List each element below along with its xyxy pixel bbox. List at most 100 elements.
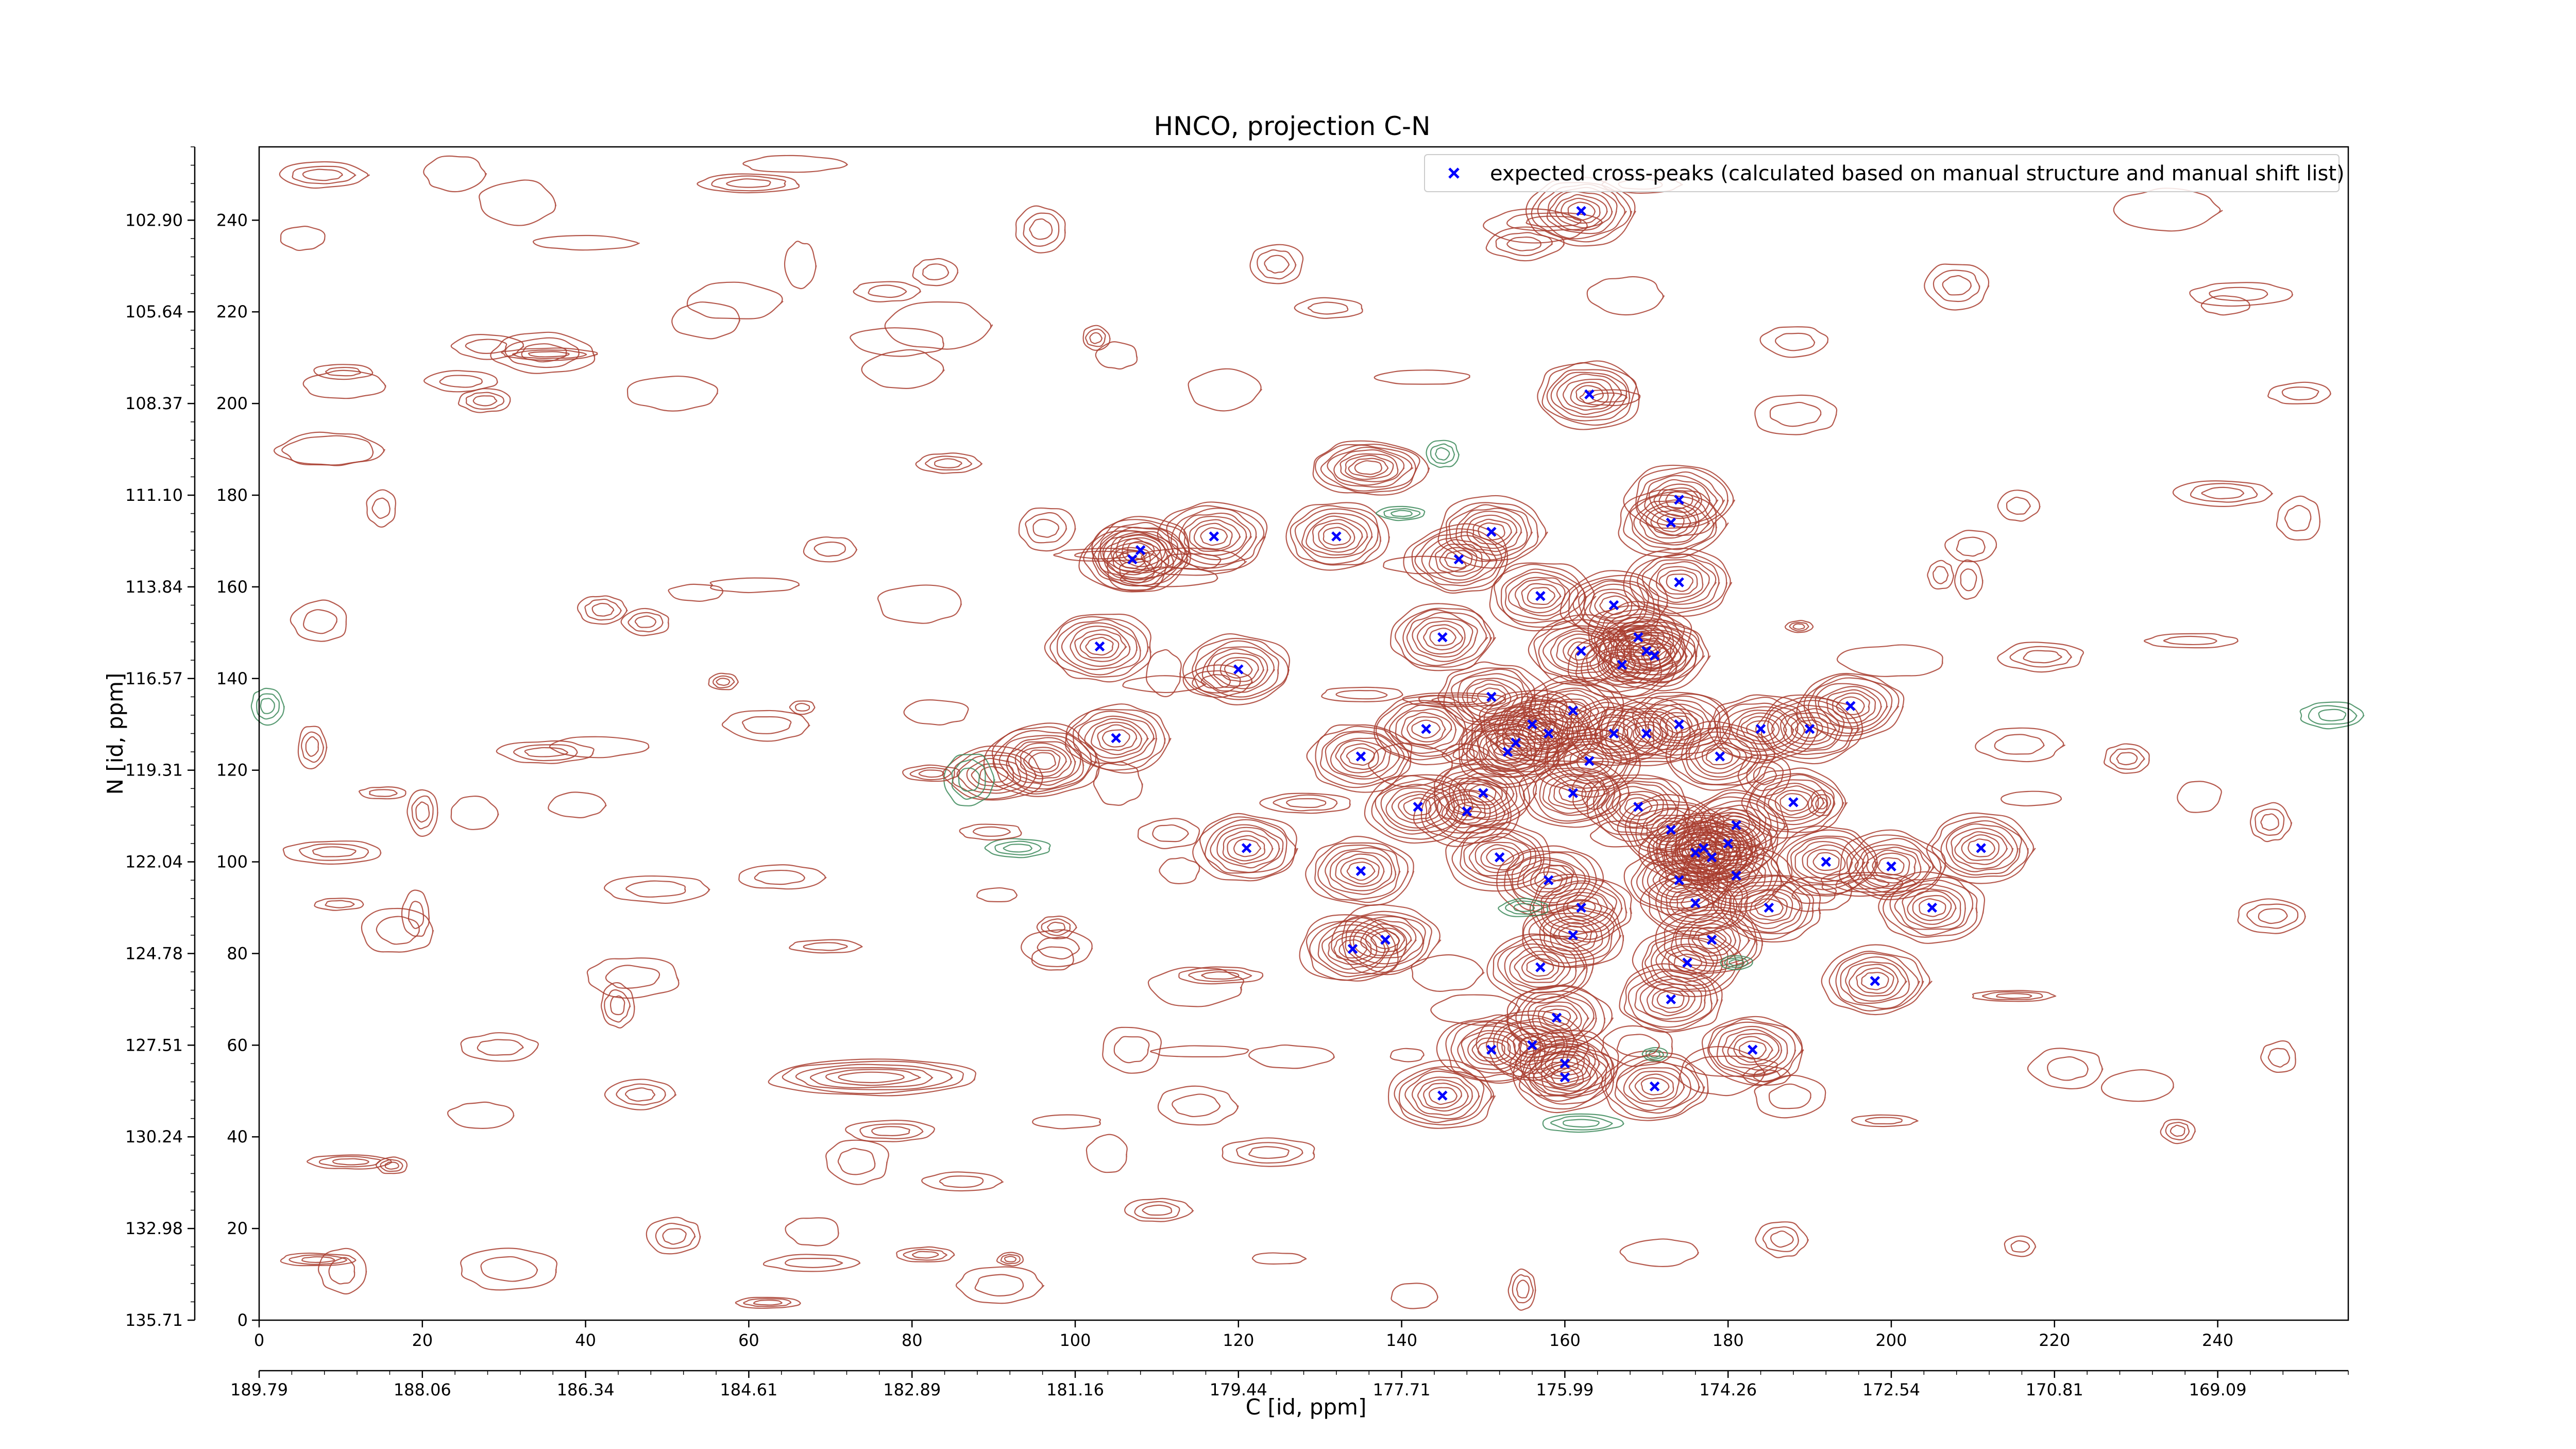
contour-line <box>976 887 1018 903</box>
noise-contour <box>902 764 960 782</box>
negative-contour <box>1542 1113 1624 1133</box>
contour-line <box>2160 1119 2196 1144</box>
contour-line <box>1666 882 1727 923</box>
contour-line <box>1631 848 1729 911</box>
contour-line <box>1290 505 1382 566</box>
contour-line <box>1327 446 1414 488</box>
noise-contour <box>1483 208 1589 244</box>
contour-line <box>1551 1067 1580 1087</box>
contour-line <box>1122 675 1207 694</box>
contour-line <box>1335 739 1386 773</box>
contour-line <box>1687 843 1783 908</box>
noise-contour <box>307 1154 393 1170</box>
contour-line <box>809 1067 934 1089</box>
noise-contour <box>548 791 607 818</box>
noise-contour <box>1093 761 1143 806</box>
contour-line <box>1802 844 1853 880</box>
contour-line <box>1840 956 1910 1004</box>
negative-contour <box>250 687 285 726</box>
noise-contour <box>671 301 741 340</box>
contour-line <box>1589 820 1652 848</box>
contour-line <box>256 693 280 720</box>
contour-line <box>1294 297 1363 319</box>
contour-line <box>1656 513 1685 532</box>
contour-line <box>1383 508 1421 519</box>
x-tick-label: 180 <box>1713 1330 1744 1350</box>
y-axis-label: N [id, ppm] <box>103 673 128 795</box>
contour-line <box>794 702 810 712</box>
contour-line <box>1431 696 1478 703</box>
noise-contour <box>586 957 680 999</box>
noise-contour <box>955 1266 1045 1304</box>
contour-line <box>1506 985 1614 1053</box>
noise-contour <box>1529 694 1568 724</box>
contour-line <box>1907 890 1957 925</box>
contour-line <box>1549 191 1613 231</box>
contour-line <box>1586 276 1665 316</box>
noise-contour <box>785 1217 839 1246</box>
contour-line <box>1074 629 1127 662</box>
contour-line <box>1461 511 1522 552</box>
contour-line <box>1768 1083 1811 1109</box>
contour-line <box>1665 715 1693 734</box>
peak-contour <box>768 1058 976 1097</box>
contour-line <box>868 284 907 298</box>
contour-line <box>785 1257 843 1269</box>
negative-contour <box>943 753 995 806</box>
y-tick-label: 40 <box>227 1127 248 1147</box>
contour-line <box>1389 1048 1425 1063</box>
noise-contour <box>877 584 962 624</box>
contour-line <box>1036 915 1078 939</box>
noise-contour <box>1784 619 1814 633</box>
contour-line <box>1192 813 1297 882</box>
contour-line <box>1325 732 1401 780</box>
noise-contour <box>2104 743 2150 774</box>
contour-line <box>1679 1046 1766 1097</box>
contour-line <box>1889 879 1974 936</box>
contour-line <box>1172 1093 1221 1118</box>
peak-marker <box>1527 719 1537 730</box>
contour-line <box>1981 991 2043 1000</box>
contour-line <box>2004 1235 2037 1257</box>
contour-line <box>281 435 374 466</box>
contour-line <box>1674 828 1735 868</box>
contour-line <box>1767 700 1854 755</box>
noise-contour <box>1954 559 1984 600</box>
contour-line <box>1528 907 1615 964</box>
ppm-x-tick-label: 189.79 <box>230 1380 288 1400</box>
noise-contour <box>280 1252 357 1267</box>
contour-line <box>1504 571 1579 620</box>
peak-marker <box>1804 723 1815 734</box>
ppm-y-tick-label: 135.71 <box>125 1310 183 1330</box>
contour-line <box>586 957 680 999</box>
contour-line <box>1486 933 1595 1004</box>
contour-line <box>2200 295 2250 316</box>
contour-line <box>1551 1054 1579 1073</box>
noise-contour <box>358 786 406 800</box>
contour-line <box>1563 744 1616 778</box>
contour-line <box>1312 519 1364 553</box>
contour-line <box>1589 645 1652 685</box>
contour-line <box>401 889 430 937</box>
noise-contour <box>1389 1048 1425 1063</box>
contour-line <box>1538 625 1626 680</box>
contour-line <box>1768 785 1819 819</box>
peak-marker <box>1486 692 1497 702</box>
contour-line <box>1640 1077 1670 1096</box>
peak-marker <box>1355 751 1366 762</box>
contour-line <box>1933 269 1980 302</box>
contour-line <box>1227 835 1266 862</box>
contour-line <box>1812 852 1840 871</box>
contour-line <box>1412 1076 1473 1116</box>
peak-marker <box>1111 733 1121 744</box>
peak-marker <box>1706 935 1717 945</box>
contour-line <box>1483 208 1589 244</box>
contour-line <box>380 1159 403 1172</box>
y-tick-label: 240 <box>216 210 248 230</box>
noise-contour <box>1122 675 1207 694</box>
contour-line <box>1192 670 1241 694</box>
contour-line <box>1835 874 1904 893</box>
contour-line <box>1927 560 1955 589</box>
contour-line <box>1749 894 1788 921</box>
peak-marker <box>1462 806 1472 817</box>
